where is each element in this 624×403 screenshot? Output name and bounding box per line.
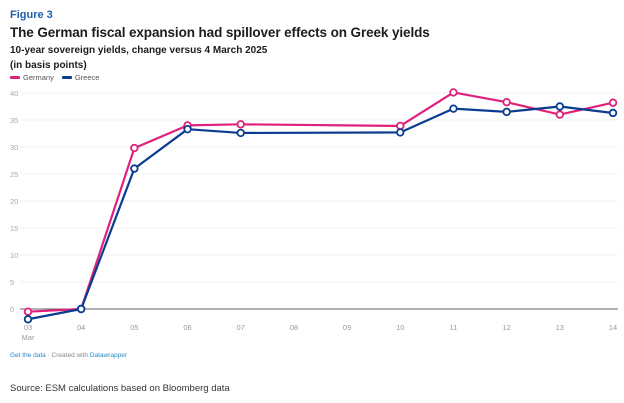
x-tick-label: 12 <box>502 323 510 332</box>
legend-label-germany: Germany <box>23 73 54 82</box>
x-tick-label: 04 <box>77 323 85 332</box>
unit-label: (in basis points) <box>10 60 87 71</box>
data-point-greece <box>23 315 33 324</box>
figure-label: Figure 3 <box>10 9 53 21</box>
series-lines <box>27 91 614 321</box>
series-line-germany <box>27 91 614 313</box>
y-tick-label: 30 <box>10 143 18 152</box>
data-point-germany <box>23 307 33 316</box>
y-tick-label: 10 <box>10 251 18 260</box>
chart-title: The German fiscal expansion had spillove… <box>10 25 430 40</box>
legend-item-greece: Greece <box>61 73 100 82</box>
x-tick-label: 03 <box>24 323 32 332</box>
data-point-germany <box>608 98 618 107</box>
legend-item-germany: Germany <box>10 73 54 82</box>
data-point-greece <box>396 128 405 137</box>
data-point-greece <box>608 108 618 118</box>
x-tick-label: 10 <box>396 323 404 332</box>
legend-swatch-greece <box>61 76 72 79</box>
y-tick-label: 25 <box>10 170 18 179</box>
data-point-greece <box>76 304 86 314</box>
x-tick-label: 08 <box>290 323 298 332</box>
chart-subtitle: 10-year sovereign yields, change versus … <box>10 45 268 56</box>
y-tick-label: 0 <box>10 305 14 314</box>
data-point-germany <box>502 97 511 107</box>
created-with-text: · Created with <box>45 352 90 359</box>
data-point-germany <box>555 110 565 119</box>
source-note: Source: ESM calculations based on Bloomb… <box>10 383 230 394</box>
x-tick-label: 06 <box>183 323 191 332</box>
data-point-greece <box>555 102 565 111</box>
x-tick-label: 14 <box>609 323 617 332</box>
chart-footer: Get the data · Created with Datawrapper <box>10 352 127 359</box>
legend: Germany Greece <box>10 73 99 82</box>
x-tick-label: 09 <box>343 323 351 332</box>
gridlines <box>20 92 618 310</box>
x-tick-label: 13 <box>556 323 564 332</box>
y-tick-label: 15 <box>10 224 18 233</box>
x-tick-label: 11 <box>450 323 458 332</box>
legend-swatch-germany <box>10 76 20 79</box>
data-point-greece <box>183 124 192 134</box>
data-point-greece <box>236 128 245 138</box>
y-tick-label: 35 <box>10 116 18 125</box>
data-point-germany <box>236 120 245 129</box>
series-line-greece <box>27 105 614 321</box>
x-tick-label: 05 <box>130 323 138 332</box>
data-point-germany <box>449 88 458 97</box>
x-tick-sublabel: Mar <box>22 333 35 342</box>
y-tick-label: 40 <box>10 89 18 98</box>
x-tick-label: 07 <box>237 323 245 332</box>
data-point-germany <box>130 143 139 153</box>
get-data-link[interactable]: Get the data <box>10 352 46 359</box>
y-axis-ticks: 0 5 10 15 20 25 30 35 40 <box>10 89 18 314</box>
series-markers <box>23 88 618 324</box>
legend-label-greece: Greece <box>74 73 100 82</box>
y-tick-label: 5 <box>10 278 14 287</box>
data-point-greece <box>449 104 458 113</box>
y-tick-label: 20 <box>10 197 18 206</box>
data-point-greece <box>130 164 139 173</box>
datawrapper-link[interactable]: Datawrapper <box>89 352 128 359</box>
data-point-greece <box>502 107 511 117</box>
